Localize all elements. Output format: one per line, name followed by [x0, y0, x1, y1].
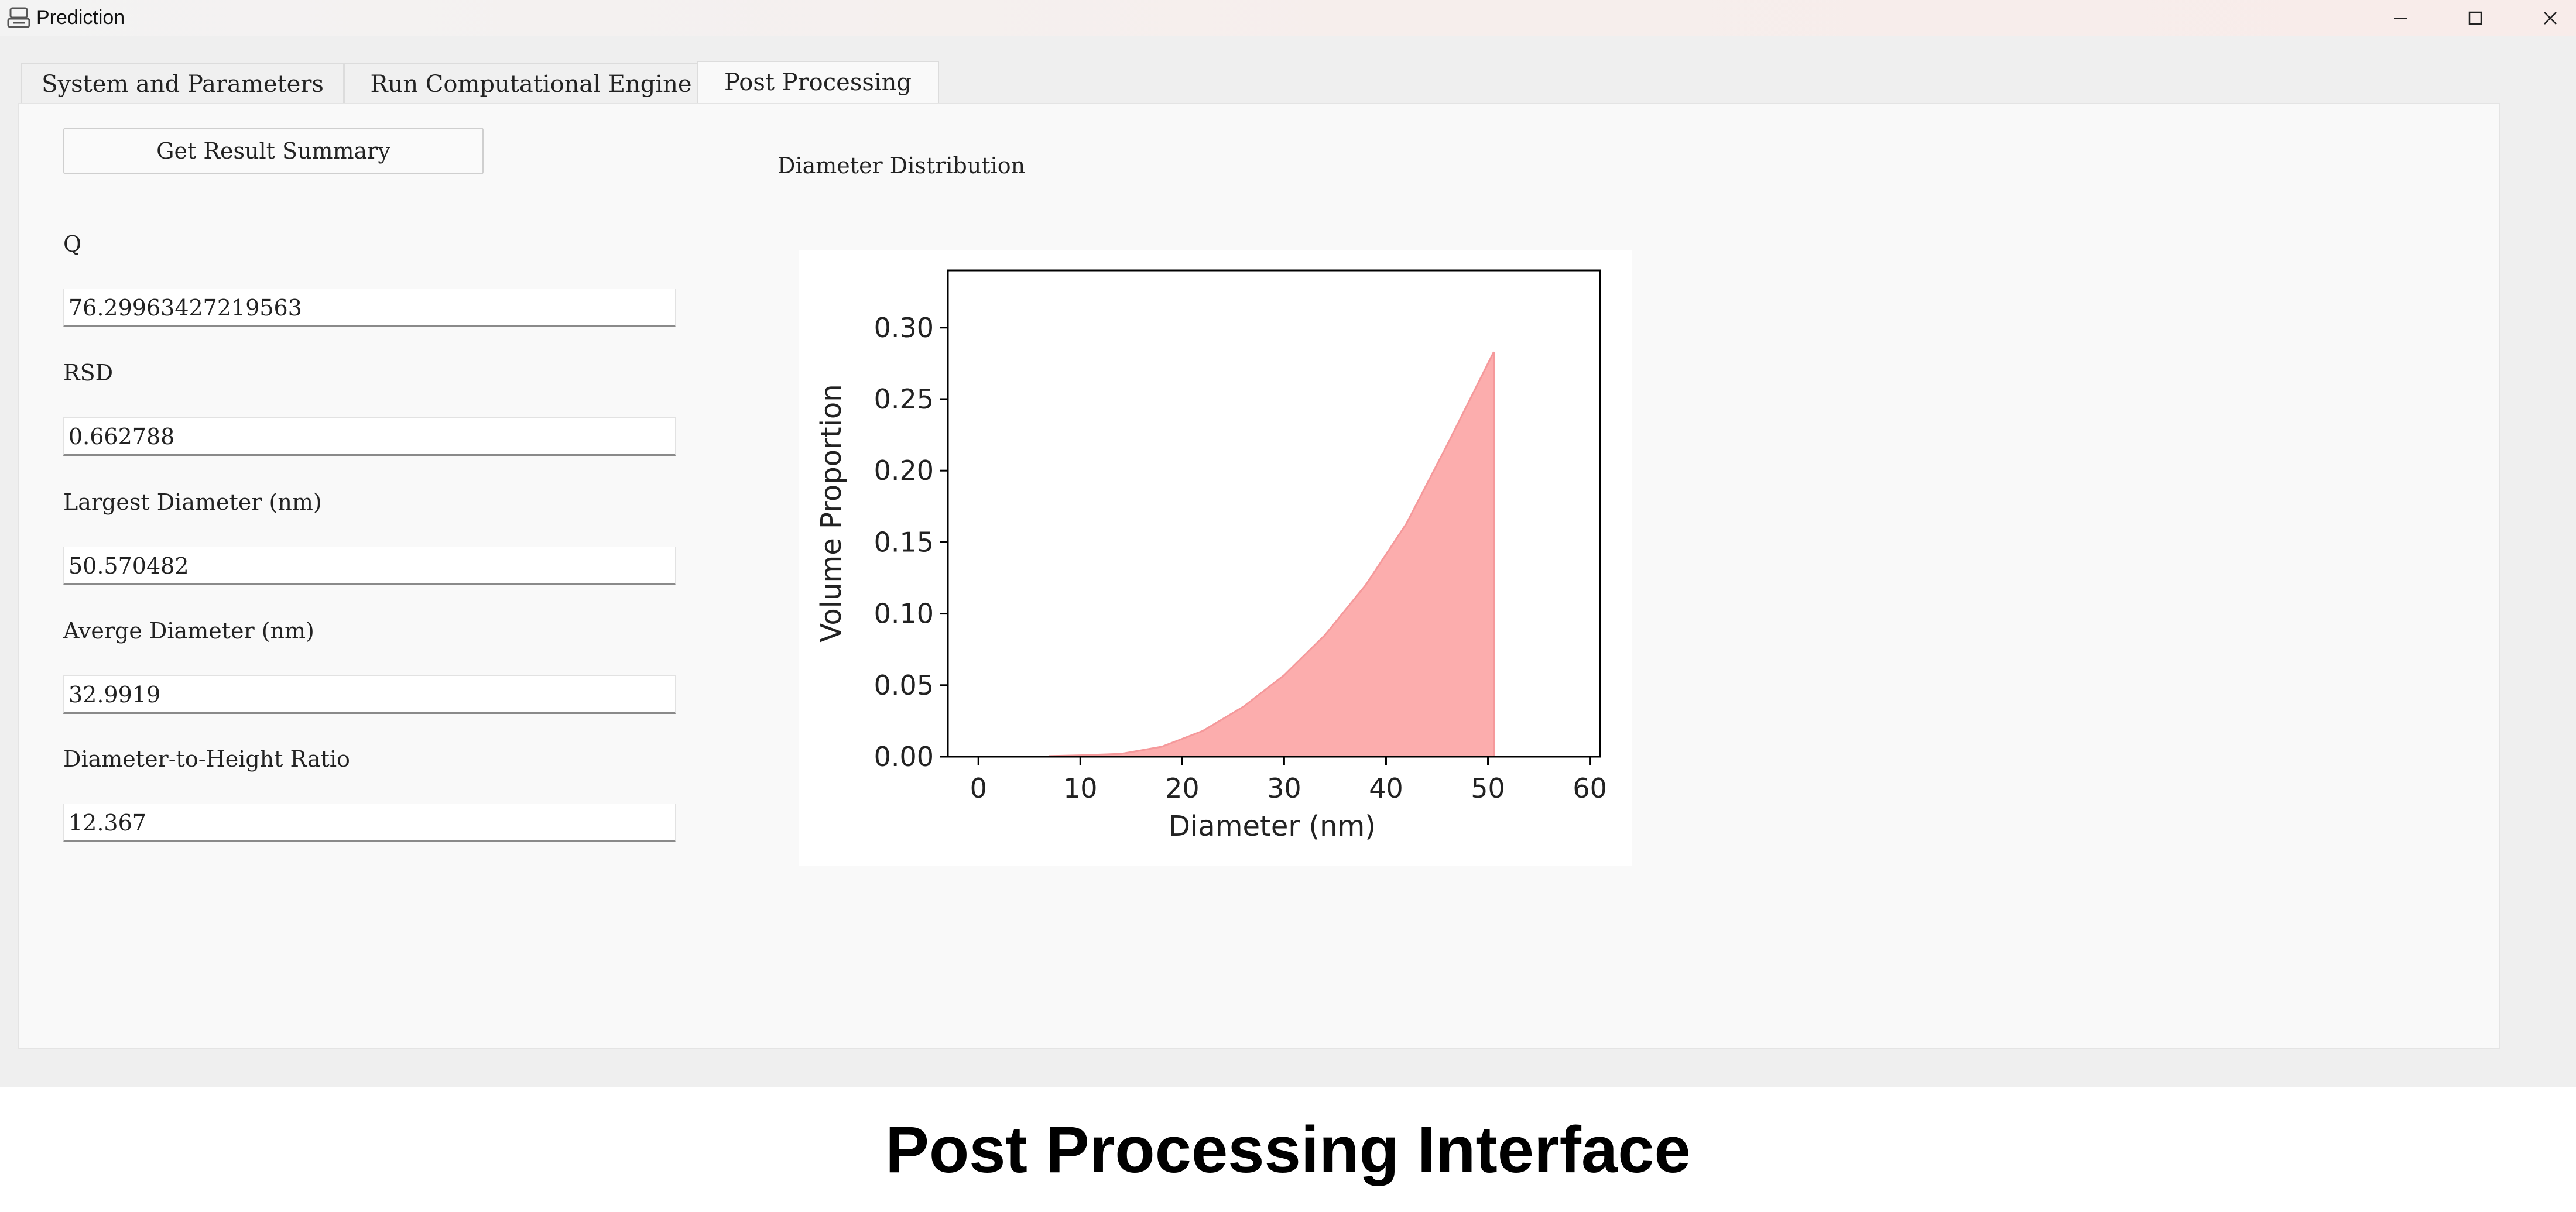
diameter-to-height-ratio-label: Diameter-to-Height Ratio	[63, 746, 350, 772]
rsd-field[interactable]: 0.662788	[63, 417, 676, 456]
tab-system-and-parameters[interactable]: System and Parameters	[21, 63, 344, 104]
largest-diameter-field[interactable]: 50.570482	[63, 547, 676, 585]
q-field[interactable]: 76.29963427219563	[63, 289, 676, 327]
largest-diameter-label: Largest Diameter (nm)	[63, 489, 322, 515]
tab-post-processing[interactable]: Post Processing	[697, 61, 939, 103]
y-tick-label: 0.20	[874, 455, 934, 486]
distribution-area	[1049, 351, 1495, 758]
x-tick-label: 40	[1369, 772, 1403, 804]
chart-section-title: Diameter Distribution	[777, 153, 1026, 178]
y-tick-label: 0.10	[874, 598, 934, 630]
title-bar: Prediction	[0, 0, 2576, 36]
app-icon	[6, 5, 32, 30]
average-diameter-field[interactable]: 32.9919	[63, 675, 676, 714]
y-tick-label: 0.30	[874, 312, 934, 344]
diameter-distribution-chart: 0 10 20 30 40 50 60 0.00 0.05 0.10 0.15 0.20 0.25 0.3…	[799, 250, 1632, 866]
app-window: Prediction System and Parameters Run Com…	[0, 0, 2576, 1087]
x-tick-label: 30	[1267, 772, 1301, 804]
plot-frame	[947, 269, 1601, 758]
rsd-label: RSD	[63, 360, 114, 386]
tab-run-computational-engine[interactable]: Run Computational Engine	[344, 63, 718, 104]
minimize-button[interactable]	[2363, 0, 2438, 36]
q-label: Q	[63, 231, 82, 257]
x-tick-label: 10	[1063, 772, 1098, 804]
close-button[interactable]	[2513, 0, 2576, 36]
x-tick-label: 0	[970, 772, 987, 804]
figure-caption: Post Processing Interface	[0, 1087, 2576, 1212]
diameter-to-height-ratio-field[interactable]: 12.367	[63, 804, 676, 842]
y-tick-label: 0.05	[874, 669, 934, 701]
y-axis-label: Volume Proportion	[815, 384, 848, 642]
y-tick-label: 0.15	[874, 526, 934, 558]
maximize-icon	[2468, 11, 2482, 25]
close-icon	[2544, 12, 2557, 25]
x-tick-label: 20	[1165, 772, 1200, 804]
get-result-summary-button[interactable]: Get Result Summary	[63, 128, 484, 174]
y-tick-label: 0.00	[874, 741, 934, 772]
window-title: Prediction	[36, 6, 125, 29]
x-axis-label: Diameter (nm)	[1169, 810, 1376, 843]
y-tick-label: 0.25	[874, 383, 934, 415]
average-diameter-label: Averge Diameter (nm)	[63, 618, 314, 644]
x-tick-label: 60	[1573, 772, 1607, 804]
minimize-icon	[2394, 18, 2407, 19]
maximize-button[interactable]	[2438, 0, 2513, 36]
x-tick-label: 50	[1471, 772, 1505, 804]
